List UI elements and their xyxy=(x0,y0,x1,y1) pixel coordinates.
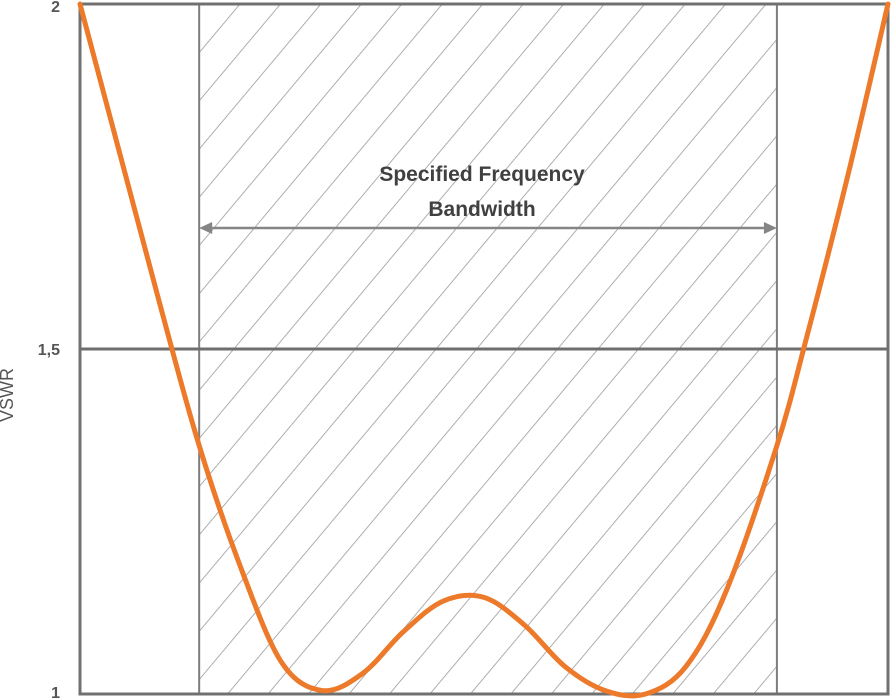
vswr-curve xyxy=(77,1,891,699)
y-axis-label: VSWR xyxy=(0,368,17,422)
y-tick-label: 1 xyxy=(51,685,60,700)
annotation-line-1: Specified Frequency xyxy=(379,163,585,186)
annotation-line-2: Bandwidth xyxy=(428,198,535,221)
y-tick-label: 2 xyxy=(51,0,60,16)
plot-frame xyxy=(78,2,890,696)
bandwidth-arrow-right-head xyxy=(763,222,777,234)
bandwidth-arrow-left-head xyxy=(199,222,213,234)
y-tick-label: 1,5 xyxy=(38,342,60,359)
